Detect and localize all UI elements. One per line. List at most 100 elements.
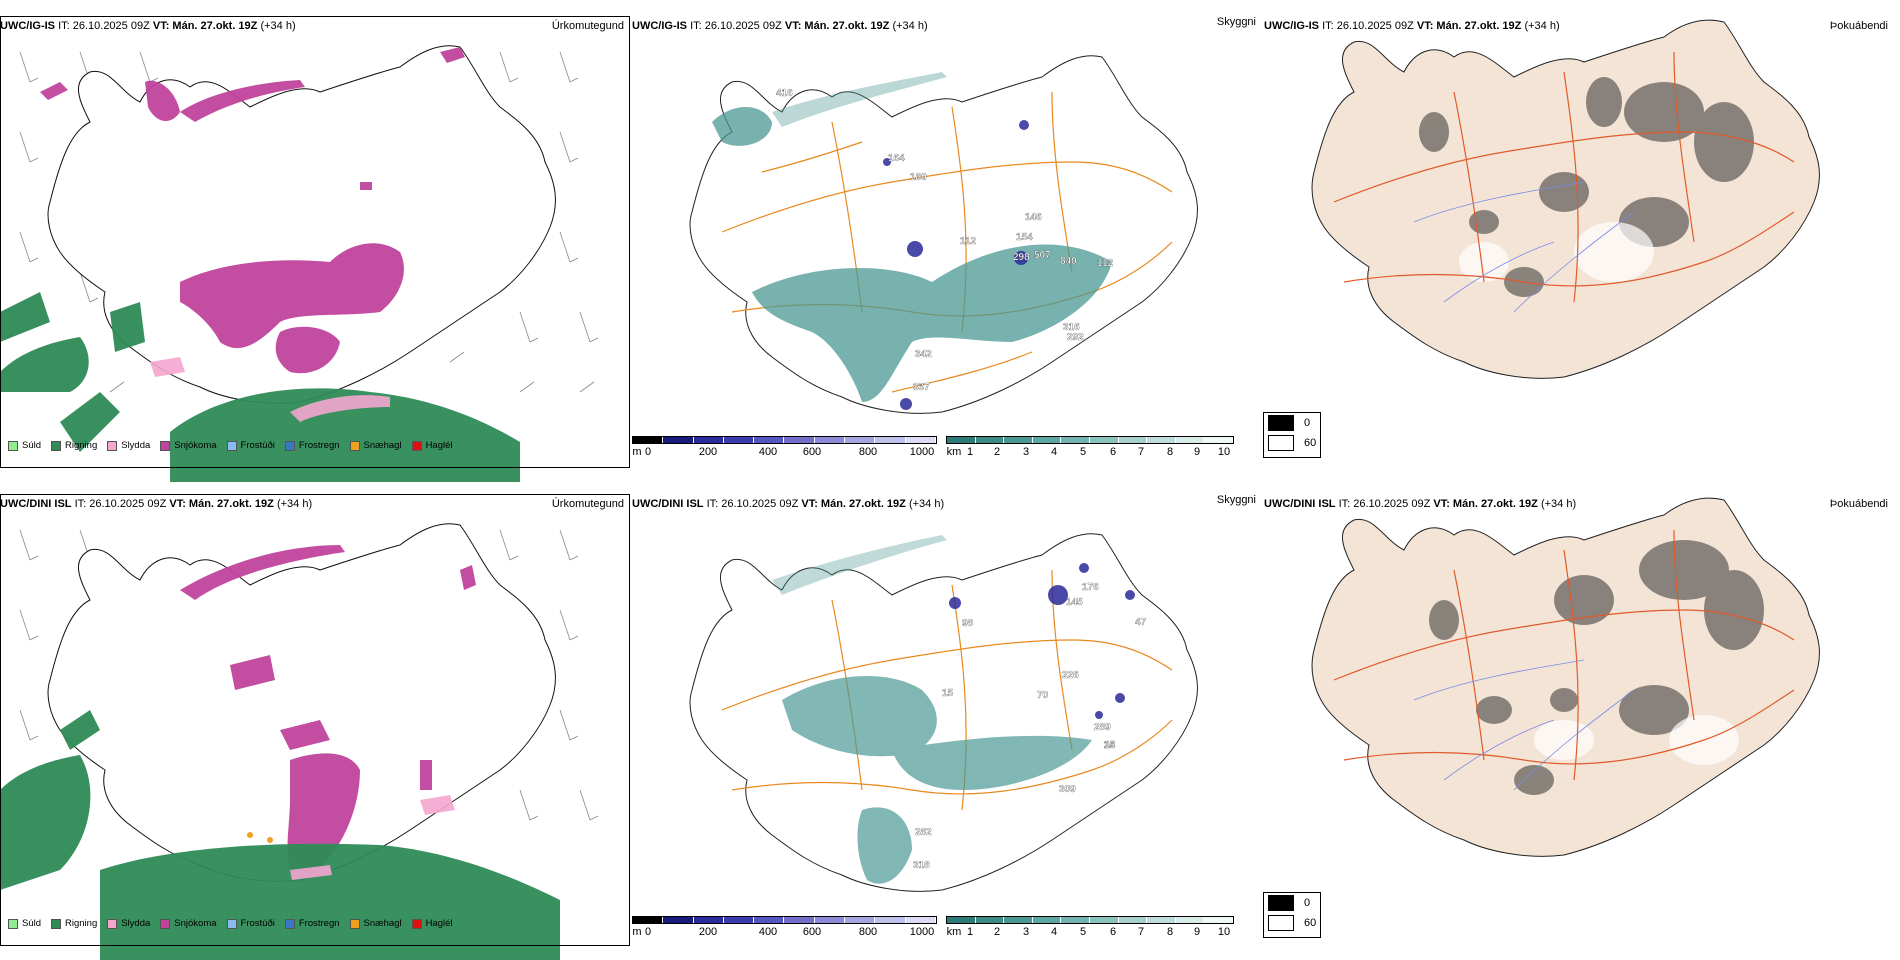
visibility-value-label: 309 <box>1059 784 1076 795</box>
panel-header: UWC/DINI ISL IT: 26.10.2025 09Z VT: Mán.… <box>632 494 1262 516</box>
rain-areas <box>0 710 560 960</box>
colorbar-tick: 800 <box>858 926 878 938</box>
fog-key-row: 60 <box>1264 913 1320 933</box>
init-time: IT: 26.10.2025 09Z <box>1322 20 1414 32</box>
visibility-value-label: 507 <box>1034 250 1051 261</box>
visibility-value-label: 15 <box>942 688 954 699</box>
rivers <box>1413 181 1635 313</box>
colorbar-tick: 0 <box>644 926 652 938</box>
colorbar-tick: 1 <box>966 926 974 938</box>
swatch <box>411 918 422 929</box>
visibility-value-label: 289 <box>1094 722 1111 733</box>
swatch <box>160 918 171 929</box>
panel-title: Skyggni <box>1216 494 1256 506</box>
legend-label: Frostregn <box>298 440 340 451</box>
fog-map-top <box>1311 19 1820 379</box>
roads <box>1333 51 1795 303</box>
sleet-areas <box>150 357 390 422</box>
colorbar-tick: 200 <box>698 446 718 458</box>
visibility-shading <box>712 72 1112 402</box>
legend-label: Haglél <box>425 440 453 451</box>
ceiling-shading <box>883 120 1029 410</box>
visibility-value-label: 24 <box>1104 740 1116 751</box>
legend-label: Slydda <box>121 918 151 929</box>
fog-key-swatch <box>1268 435 1294 451</box>
visibility-value-label: 292 <box>1067 332 1084 343</box>
iceland-outline <box>689 55 1198 414</box>
visibility-value-label: 298 <box>1013 252 1030 263</box>
lead-time: (+34 h) <box>892 20 928 32</box>
swatch <box>160 440 171 451</box>
valid-time: VT: Mán. 27.okt. 19Z <box>169 498 274 510</box>
colorbar-tick: 400 <box>758 446 778 458</box>
colorbar-tick: 200 <box>698 926 718 938</box>
panel-header: UWC/DINI ISL IT: 26.10.2025 09Z VT: Mán.… <box>1264 498 1894 516</box>
init-time: IT: 26.10.2025 09Z <box>1338 498 1431 510</box>
fog-key-swatch <box>1268 415 1294 431</box>
init-time: IT: 26.10.2025 09Z <box>74 498 167 510</box>
fog-key-row: 0 <box>1264 413 1320 433</box>
legend-item: Frostúði <box>226 440 275 451</box>
swatch <box>8 440 18 451</box>
legend-item: Frostregn <box>284 440 340 451</box>
lead-time: (+34 h) <box>1524 20 1560 32</box>
colorbar-tick: 10 <box>1217 446 1231 458</box>
panel-header: UWC/DINI ISL IT: 26.10.2025 09Z VT: Mán.… <box>0 498 630 516</box>
colorbar-tick: 8 <box>1166 446 1174 458</box>
visibility-value-label: 70 <box>1037 690 1049 701</box>
swatch <box>284 918 295 929</box>
iceland-outline <box>47 523 556 882</box>
ceiling-colorbar-bottom: m 0 200 400 600 800 1000 <box>632 916 937 938</box>
legend-item: Snæhagl <box>349 440 402 451</box>
colorbar-tick: 9 <box>1193 926 1201 938</box>
colorbar-tick: 600 <box>802 446 822 458</box>
colorbar-tick: 2 <box>993 926 1001 938</box>
visibility-colorbar-top: km 1 2 3 4 5 6 7 8 9 10 <box>946 436 1234 458</box>
colorbar-strip <box>632 436 937 444</box>
legend-label: Súld <box>22 440 42 451</box>
colorbar-tick: 2 <box>993 446 1001 458</box>
precip-legend: Súld Rigning Slydda Snjókoma Frostúði Fr… <box>8 440 453 451</box>
init-time: IT: 26.10.2025 09Z <box>706 498 799 510</box>
visibility-value-label: 318 <box>913 860 930 871</box>
colorbar-tick: 3 <box>1022 446 1030 458</box>
fog-key-label: 0 <box>1304 897 1311 909</box>
visibility-value-label: 337 <box>913 382 930 393</box>
visibility-panel-bottom: 176 145 47 98 15 226 70 289 24 15 309 282 318 UWC/DI… <box>632 490 1262 960</box>
visibility-value-label: 316 <box>1063 322 1080 333</box>
swatch <box>226 440 237 451</box>
colorbar-tick: 600 <box>802 926 822 938</box>
snow-areas <box>40 47 465 374</box>
precip-type-panel-top: UWC/IG-IS IT: 26.10.2025 09Z VT: Mán. 27… <box>0 12 630 482</box>
visibility-value-label: 98 <box>962 618 974 629</box>
lead-time: (+34 h) <box>1540 498 1577 510</box>
ceiling-colorbar-top: m 0 200 400 600 800 1000 <box>632 436 937 458</box>
colorbar-tick: 3 <box>1022 926 1030 938</box>
lead-time: (+34 h) <box>276 498 313 510</box>
model-name: UWC/IG-IS <box>0 20 55 32</box>
visibility-value-label: 180 <box>910 172 927 183</box>
legend-item: Rigning <box>51 918 97 929</box>
legend-item: Slydda <box>107 440 150 451</box>
visibility-value-label: 15 <box>1104 740 1116 751</box>
panel-header: UWC/IG-IS IT: 26.10.2025 09Z VT: Mán. 27… <box>0 20 630 38</box>
fog-panel-top: UWC/IG-IS IT: 26.10.2025 09Z VT: Mán. 27… <box>1264 12 1894 482</box>
precip-map-bottom <box>0 523 599 960</box>
model-name: UWC/DINI ISL <box>0 498 72 510</box>
colorbar-ticks: m 0 200 400 600 800 1000 <box>632 924 937 938</box>
swatch <box>8 918 18 929</box>
fog-panel-bottom: UWC/DINI ISL IT: 26.10.2025 09Z VT: Mán.… <box>1264 490 1894 960</box>
legend-item: Haglél <box>411 440 453 451</box>
panel-title: Úrkomutegund <box>551 20 624 32</box>
swatch <box>51 918 62 929</box>
rain-areas <box>0 292 520 482</box>
init-time: IT: 26.10.2025 09Z <box>58 20 150 32</box>
legend-label: Rigning <box>65 918 98 929</box>
valid-time: VT: Mán. 27.okt. 19Z <box>152 20 258 32</box>
colorbar-tick: 8 <box>1166 926 1174 938</box>
legend-item: Frostúði <box>226 918 275 929</box>
valid-time: VT: Mán. 27.okt. 19Z <box>801 498 906 510</box>
colorbar-unit: m <box>632 446 642 458</box>
colorbar-tick: 7 <box>1137 926 1145 938</box>
legend-item: Snjókoma <box>160 918 217 929</box>
